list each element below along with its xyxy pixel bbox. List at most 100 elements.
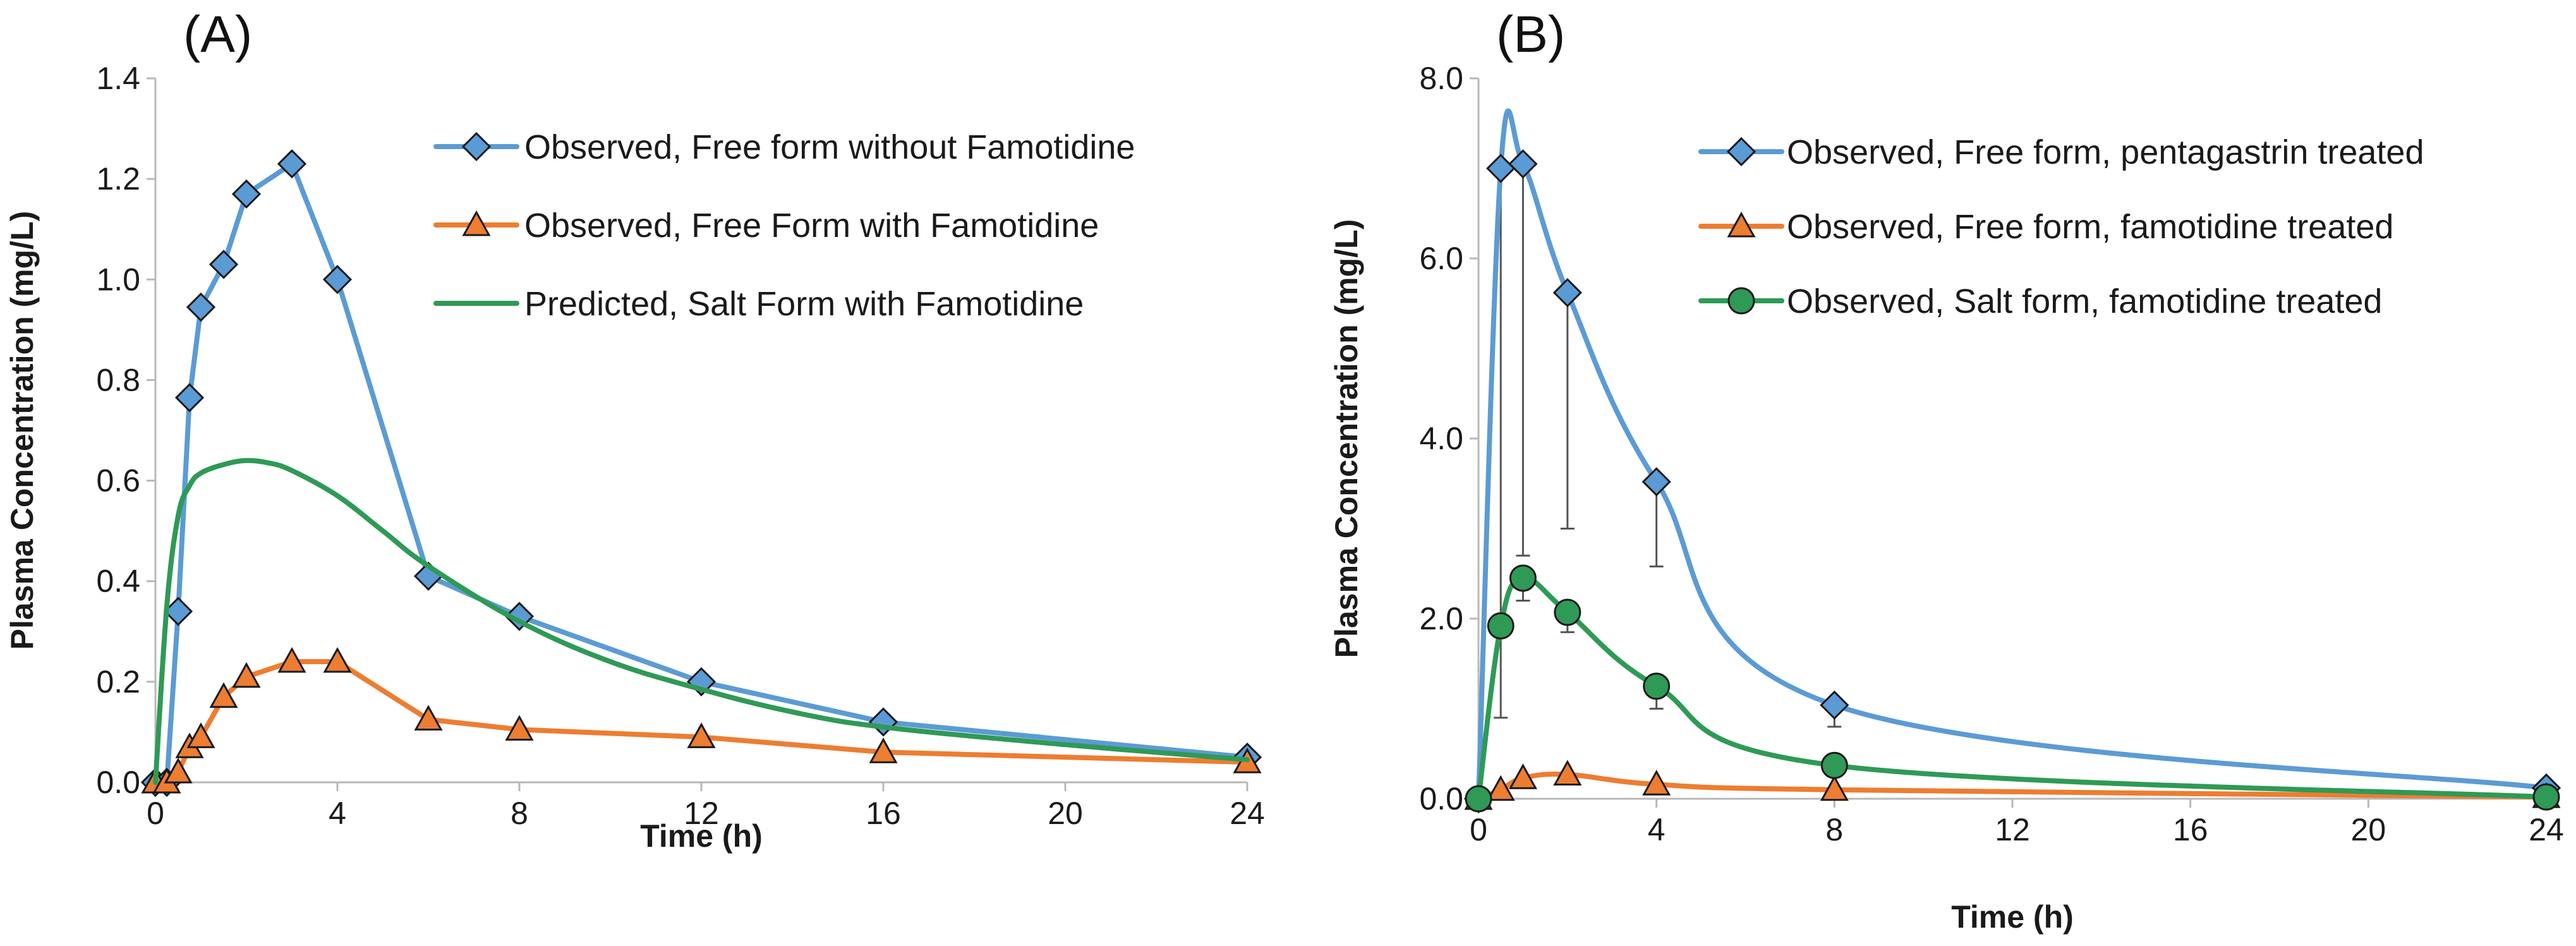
series-0	[140, 149, 1262, 797]
data-point	[1508, 149, 1538, 179]
data-point	[1487, 612, 1515, 640]
legend-marker	[1726, 136, 1757, 167]
data-point	[1553, 760, 1582, 786]
legend-label: Predicted, Salt Form with Famotidine	[524, 285, 1084, 323]
legend-label: Observed, Salt form, famotidine treated	[1787, 282, 2382, 320]
panel-b-y-ticks: 0.0 2.0 4.0 6.0 8.0	[1419, 61, 1478, 816]
panel-b: (B) 0.0 2.0 4.0 6.0 8.0 0 4 8 12 16 20 24 Time (h)…	[1329, 6, 2564, 935]
y-tick-label: 0.0	[96, 765, 140, 800]
legend-item: Predicted, Salt Form with Famotidine	[433, 285, 1084, 323]
data-point	[1820, 751, 1848, 779]
panel-b-legend: Observed, Free form, pentagastrin treate…	[1698, 133, 2424, 320]
data-point	[1465, 785, 1492, 813]
y-tick-label: 1.4	[96, 61, 140, 96]
y-tick-label: 0.4	[96, 564, 140, 599]
x-tick-label: 24	[2529, 812, 2564, 847]
legend-label: Observed, Free form without Famotidine	[524, 128, 1135, 166]
x-tick-label: 16	[866, 796, 901, 831]
legend-marker	[1727, 211, 1756, 238]
data-point	[1486, 775, 1515, 801]
legend-item: Observed, Free form, famotidine treated	[1698, 208, 2393, 246]
series-line	[153, 458, 1250, 785]
legend-item: Observed, Salt form, famotidine treated	[1698, 282, 2382, 320]
data-point	[868, 707, 898, 737]
data-point	[322, 265, 353, 294]
data-point	[163, 597, 193, 626]
data-point	[1552, 278, 1582, 308]
series-line	[1476, 108, 2549, 801]
x-tick-label: 8	[511, 796, 528, 831]
data-point	[1508, 763, 1537, 789]
y-tick-label: 2.0	[1419, 601, 1463, 636]
data-point	[1486, 154, 1516, 183]
panel-b-y-axis-title: Plasma Concentration (mg/L)	[1329, 219, 1364, 658]
x-tick-label: 4	[329, 796, 346, 831]
x-tick-label: 0	[147, 796, 164, 831]
data-point	[2532, 783, 2560, 811]
panel-a-series	[140, 149, 1262, 797]
data-point	[1643, 672, 1671, 700]
panel-b-x-axis-title: Time (h)	[1951, 899, 2074, 935]
x-tick-label: 20	[2351, 812, 2386, 847]
x-tick-label: 8	[1825, 812, 1843, 847]
data-point	[505, 715, 534, 741]
panel-a-legend: Observed, Free form without Famotidine Ob…	[433, 128, 1135, 323]
panel-a-y-ticks: 0.0 0.2 0.4 0.6 0.8 1.0 1.2 1.4	[96, 61, 155, 800]
panel-b-series	[1463, 108, 2561, 814]
y-tick-label: 0.2	[96, 664, 140, 700]
data-point	[186, 292, 216, 322]
y-tick-label: 0.0	[1419, 781, 1463, 816]
panel-b-x-ticks: 0 4 8 12 16 20 24	[1470, 799, 2564, 847]
data-point	[232, 662, 261, 688]
y-tick-label: 0.6	[96, 463, 140, 499]
y-tick-label: 4.0	[1419, 421, 1463, 456]
x-tick-label: 12	[684, 796, 719, 831]
x-tick-label: 12	[1995, 812, 2030, 847]
panel-a-x-ticks: 0 4 8 12 16 20 24	[147, 782, 1265, 831]
panel-b-label: (B)	[1496, 6, 1565, 63]
y-tick-label: 1.0	[96, 262, 140, 297]
legend-label: Observed, Free Form with Famotidine	[524, 207, 1099, 245]
data-point	[1642, 467, 1671, 497]
data-point	[209, 250, 239, 279]
y-tick-label: 6.0	[1419, 241, 1463, 276]
series-2	[153, 458, 1250, 785]
data-point	[209, 682, 238, 708]
legend-item: Observed, Free Form with Famotidine	[433, 207, 1099, 245]
data-point	[1642, 770, 1671, 796]
series-line	[1476, 575, 2549, 801]
data-point	[687, 722, 716, 748]
y-tick-label: 0.8	[96, 362, 140, 397]
y-tick-label: 8.0	[1419, 61, 1463, 96]
series-1	[141, 646, 1262, 794]
x-tick-label: 24	[1230, 796, 1265, 831]
data-point	[1820, 690, 1849, 720]
data-point	[869, 737, 898, 763]
y-tick-label: 1.2	[96, 161, 140, 197]
data-point	[174, 383, 205, 413]
panel-a-label: (A)	[183, 6, 252, 63]
data-point	[323, 646, 352, 673]
legend-marker	[462, 210, 491, 236]
series-2	[1465, 564, 2560, 813]
data-point	[277, 149, 307, 179]
x-tick-label: 16	[2173, 812, 2208, 847]
series-line	[153, 161, 1250, 785]
data-point	[186, 722, 215, 748]
legend-marker	[1727, 287, 1755, 315]
x-tick-label: 4	[1648, 812, 1666, 847]
data-point	[277, 646, 306, 673]
x-tick-label: 20	[1048, 796, 1083, 831]
legend-label: Observed, Free form, famotidine treated	[1787, 208, 2393, 246]
panel-a-y-axis-title: Plasma Concentration (mg/L)	[4, 211, 40, 650]
data-point	[1820, 775, 1849, 801]
data-point	[231, 179, 262, 209]
data-point	[1509, 564, 1537, 592]
legend-item: Observed, Free form, pentagastrin treate…	[1698, 133, 2424, 171]
data-point	[1554, 598, 1581, 626]
legend-label: Observed, Free form, pentagastrin treate…	[1787, 133, 2424, 171]
legend-marker	[461, 131, 492, 162]
panel-a: (A) 0.0 0.2 0.4 0.6 0.8 1.0 1.2 1.4 0 4 8 12 16 20 24…	[4, 6, 1265, 854]
panel-a-x-axis-title: Time (h)	[640, 818, 763, 854]
